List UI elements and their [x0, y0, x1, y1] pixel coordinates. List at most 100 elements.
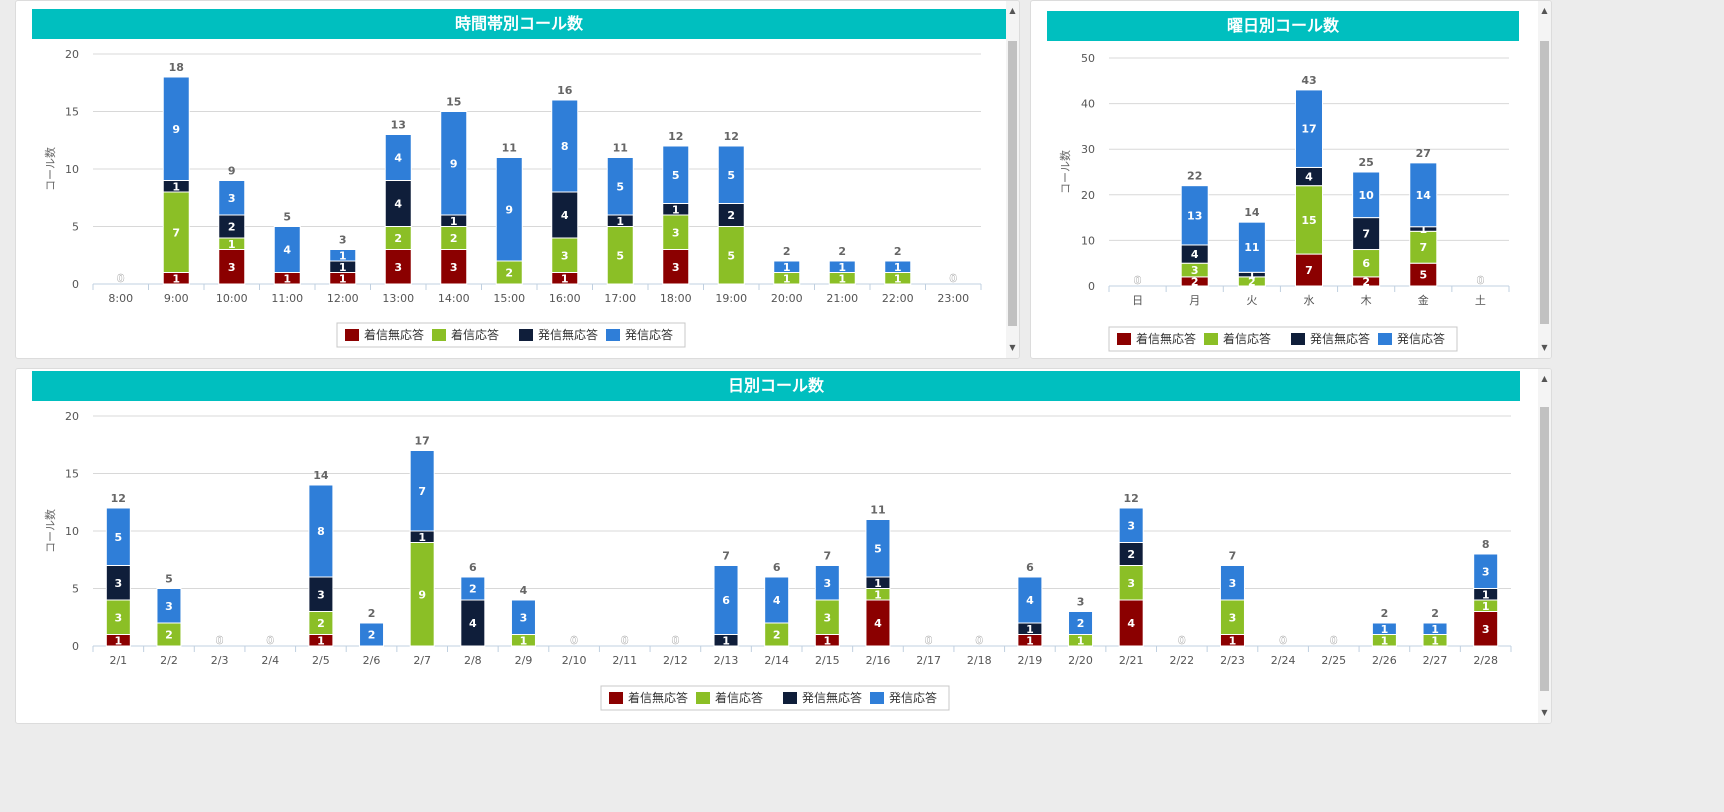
scroll-down-arrow-icon[interactable]: ▼	[1541, 708, 1548, 717]
scroll-thumb[interactable]	[1540, 407, 1549, 691]
bar-segment	[218, 180, 246, 216]
total-label: 12	[668, 130, 683, 143]
daily-panel-scrollbar[interactable]: ▲ ▼	[1538, 369, 1551, 723]
hourly-panel-scrollbar[interactable]: ▲ ▼	[1006, 1, 1019, 358]
legend-label: 発信応答	[889, 690, 937, 705]
y-axis-label: コール数	[44, 509, 57, 553]
daily-chart-panel: 日別コール数 05101520コール数2/11335122/2020352/30…	[15, 368, 1552, 724]
bar-segment	[409, 542, 435, 647]
x-tick-label: 2/15	[815, 654, 840, 667]
total-label: 22	[1187, 170, 1202, 183]
scroll-up-arrow-icon[interactable]: ▲	[1541, 374, 1548, 383]
total-label: 5	[165, 573, 173, 586]
legend-swatch	[783, 692, 797, 704]
data-label: 1	[1482, 588, 1490, 601]
total-label: 12	[111, 492, 126, 505]
daily-chart-title: 日別コール数	[32, 371, 1520, 401]
scroll-down-arrow-icon[interactable]: ▼	[1009, 343, 1016, 352]
total-label: 15	[446, 96, 461, 109]
data-label: 2	[1248, 275, 1256, 288]
bar-segment	[308, 576, 334, 612]
total-label: 7	[823, 550, 831, 563]
y-tick-label: 30	[1081, 143, 1095, 156]
y-tick-label: 20	[1081, 189, 1095, 202]
data-label: 0	[216, 634, 224, 647]
x-tick-label: 2/22	[1169, 654, 1194, 667]
y-tick-label: 20	[65, 48, 79, 61]
bar-segment	[510, 599, 536, 635]
total-label: 11	[613, 142, 628, 155]
legend-label: 発信無応答	[1310, 331, 1370, 346]
data-label: 9	[172, 123, 180, 136]
x-tick-label: 10:00	[216, 292, 248, 305]
bar-segment	[308, 484, 334, 578]
bar-segment	[1068, 611, 1094, 635]
data-label: 2	[394, 232, 402, 245]
bar-segment	[1219, 599, 1245, 635]
data-label: 3	[165, 600, 173, 613]
bar-segment	[440, 249, 468, 285]
x-tick-label: 18:00	[660, 292, 692, 305]
total-label: 7	[1229, 550, 1237, 563]
x-tick-label: 2/25	[1321, 654, 1346, 667]
data-label: 3	[1482, 623, 1490, 636]
data-label: 4	[874, 617, 882, 630]
data-label: 0	[117, 272, 125, 285]
data-label: 1	[317, 634, 325, 647]
data-label: 1	[561, 272, 569, 285]
x-tick-label: 13:00	[382, 292, 414, 305]
x-tick-label: 2/17	[916, 654, 941, 667]
bar-segment	[359, 622, 385, 647]
data-label: 2	[450, 232, 458, 245]
data-label: 4	[394, 198, 402, 211]
data-label: 1	[616, 215, 624, 228]
data-label: 3	[672, 226, 680, 239]
total-label: 8	[1482, 538, 1490, 551]
bar-segment	[773, 260, 801, 273]
scroll-thumb[interactable]	[1008, 41, 1017, 326]
data-label: 9	[418, 588, 426, 601]
bar-segment	[717, 226, 745, 285]
data-label: 1	[172, 272, 180, 285]
x-tick-label: 2/18	[967, 654, 992, 667]
legend-swatch	[519, 329, 533, 341]
data-label: 3	[114, 577, 122, 590]
scroll-down-arrow-icon[interactable]: ▼	[1541, 343, 1548, 352]
data-label: 5	[874, 542, 882, 555]
y-tick-label: 0	[1088, 280, 1095, 293]
data-label: 4	[1026, 594, 1034, 607]
data-label: 0	[1134, 274, 1142, 287]
x-tick-label: 2/9	[515, 654, 533, 667]
data-label: 2	[1191, 275, 1199, 288]
bar-segment	[1352, 171, 1381, 219]
data-label: 3	[561, 249, 569, 262]
data-label: 3	[1191, 264, 1199, 277]
total-label: 17	[415, 435, 430, 448]
bar-segment	[105, 565, 131, 601]
y-tick-label: 5	[72, 583, 79, 596]
data-label: 17	[1301, 123, 1316, 136]
total-label: 2	[894, 245, 902, 258]
total-label: 2	[1431, 607, 1439, 620]
bar-segment	[828, 260, 856, 273]
scroll-thumb[interactable]	[1540, 41, 1549, 324]
data-label: 9	[505, 203, 513, 216]
x-tick-label: 2/4	[261, 654, 279, 667]
data-label: 0	[1330, 634, 1338, 647]
x-tick-label: 2/6	[363, 654, 381, 667]
total-label: 6	[1026, 561, 1034, 574]
x-tick-label: 14:00	[438, 292, 470, 305]
scroll-up-arrow-icon[interactable]: ▲	[1541, 6, 1548, 15]
bar-segment	[1295, 89, 1323, 168]
data-label: 3	[1229, 611, 1237, 624]
scroll-up-arrow-icon[interactable]: ▲	[1009, 6, 1016, 15]
weekday-panel-scrollbar[interactable]: ▲ ▼	[1538, 1, 1551, 358]
x-tick-label: 2/21	[1119, 654, 1144, 667]
x-tick-label: 火	[1246, 294, 1257, 307]
x-tick-label: 2/10	[562, 654, 587, 667]
legend-swatch	[432, 329, 446, 341]
total-label: 3	[1077, 596, 1085, 609]
x-tick-label: 2/23	[1220, 654, 1245, 667]
data-label: 1	[722, 634, 730, 647]
data-label: 1	[1431, 623, 1439, 636]
